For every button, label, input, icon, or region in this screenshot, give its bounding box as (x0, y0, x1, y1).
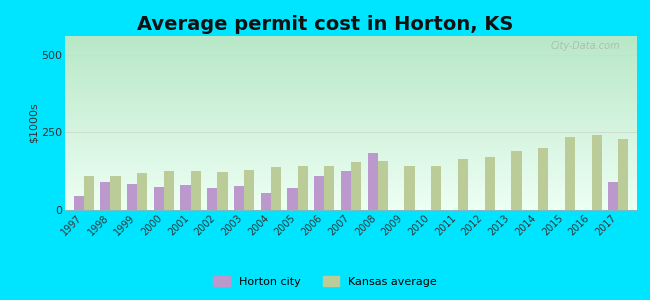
Text: Average permit cost in Horton, KS: Average permit cost in Horton, KS (136, 15, 514, 34)
Bar (367, 152, 378, 210)
Bar (378, 161, 388, 210)
Bar (84, 176, 94, 210)
Bar (404, 166, 415, 210)
Bar (565, 137, 575, 210)
Bar (137, 173, 148, 210)
Bar (100, 182, 110, 210)
Bar (458, 159, 468, 210)
Bar (207, 188, 217, 210)
Bar (127, 184, 137, 210)
Bar (298, 166, 307, 210)
Bar (244, 169, 254, 210)
Bar (538, 148, 548, 210)
Bar (271, 167, 281, 210)
Bar (341, 171, 351, 210)
Bar (431, 166, 441, 210)
Bar (608, 182, 618, 210)
Bar (181, 185, 190, 210)
Bar (111, 176, 121, 210)
Bar (351, 163, 361, 210)
Bar (324, 166, 335, 210)
Y-axis label: $1000s: $1000s (29, 103, 38, 143)
Bar (287, 188, 298, 210)
Bar (512, 151, 521, 210)
Bar (190, 171, 201, 210)
Bar (164, 171, 174, 210)
Bar (618, 139, 629, 210)
Legend: Horton city, Kansas average: Horton city, Kansas average (209, 272, 441, 291)
Bar (261, 193, 271, 210)
Bar (154, 187, 164, 210)
Bar (217, 172, 228, 210)
Bar (314, 176, 324, 210)
Bar (592, 135, 602, 210)
Bar (485, 157, 495, 210)
Text: City-Data.com: City-Data.com (550, 41, 620, 51)
Bar (73, 196, 84, 210)
Bar (234, 186, 244, 210)
